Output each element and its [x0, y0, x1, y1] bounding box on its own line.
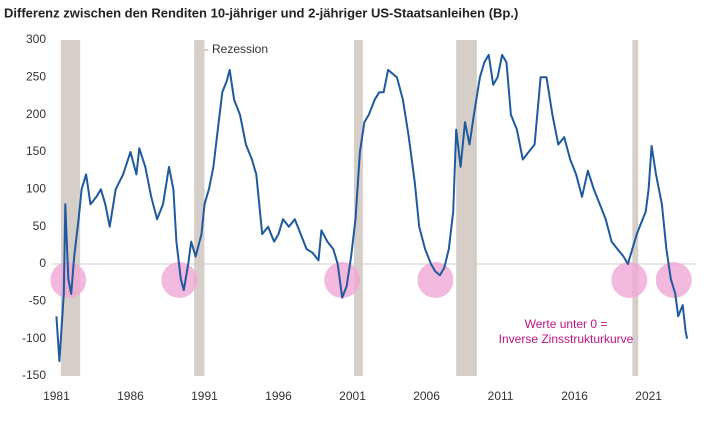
recession-band [456, 40, 477, 376]
inversion-highlight [611, 262, 648, 298]
y-tick-label: -50 [29, 294, 47, 308]
recession-band [60, 40, 81, 376]
x-tick-label: 2011 [488, 389, 514, 403]
chart-title: Differenz zwischen den Renditen 10-jähri… [4, 5, 518, 20]
inversion-highlight [655, 262, 692, 298]
x-tick-label: 2016 [561, 389, 588, 403]
y-tick-label: 250 [26, 70, 46, 84]
legend-label: Rezession [212, 42, 268, 56]
inversion-highlight [324, 262, 361, 298]
y-tick-label: 0 [39, 256, 46, 270]
x-tick-label: 2001 [339, 389, 366, 403]
inversion-highlight [161, 262, 198, 298]
data-line [55, 53, 689, 363]
inversion-highlight [417, 262, 454, 298]
annotation: Werte unter 0 = [525, 317, 608, 331]
y-tick-label: -100 [22, 331, 46, 345]
x-tick-label: 1981 [43, 389, 70, 403]
y-tick-label: 300 [26, 32, 46, 46]
annotation: Inverse Zinsstrukturkurve [499, 332, 634, 346]
x-tick-label: 2006 [413, 389, 440, 403]
y-tick-label: 100 [26, 182, 46, 196]
x-tick-label: 1996 [265, 389, 292, 403]
recession-band [194, 40, 205, 376]
y-tick-label: 200 [26, 107, 46, 121]
y-tick-label: 150 [26, 144, 46, 158]
y-tick-label: -150 [22, 368, 46, 382]
recession-band [354, 40, 363, 376]
x-tick-label: 1986 [117, 389, 144, 403]
x-tick-label: 1991 [191, 389, 218, 403]
x-tick-label: 2021 [635, 389, 662, 403]
y-tick-label: 50 [33, 219, 47, 233]
recession-band [632, 40, 639, 376]
